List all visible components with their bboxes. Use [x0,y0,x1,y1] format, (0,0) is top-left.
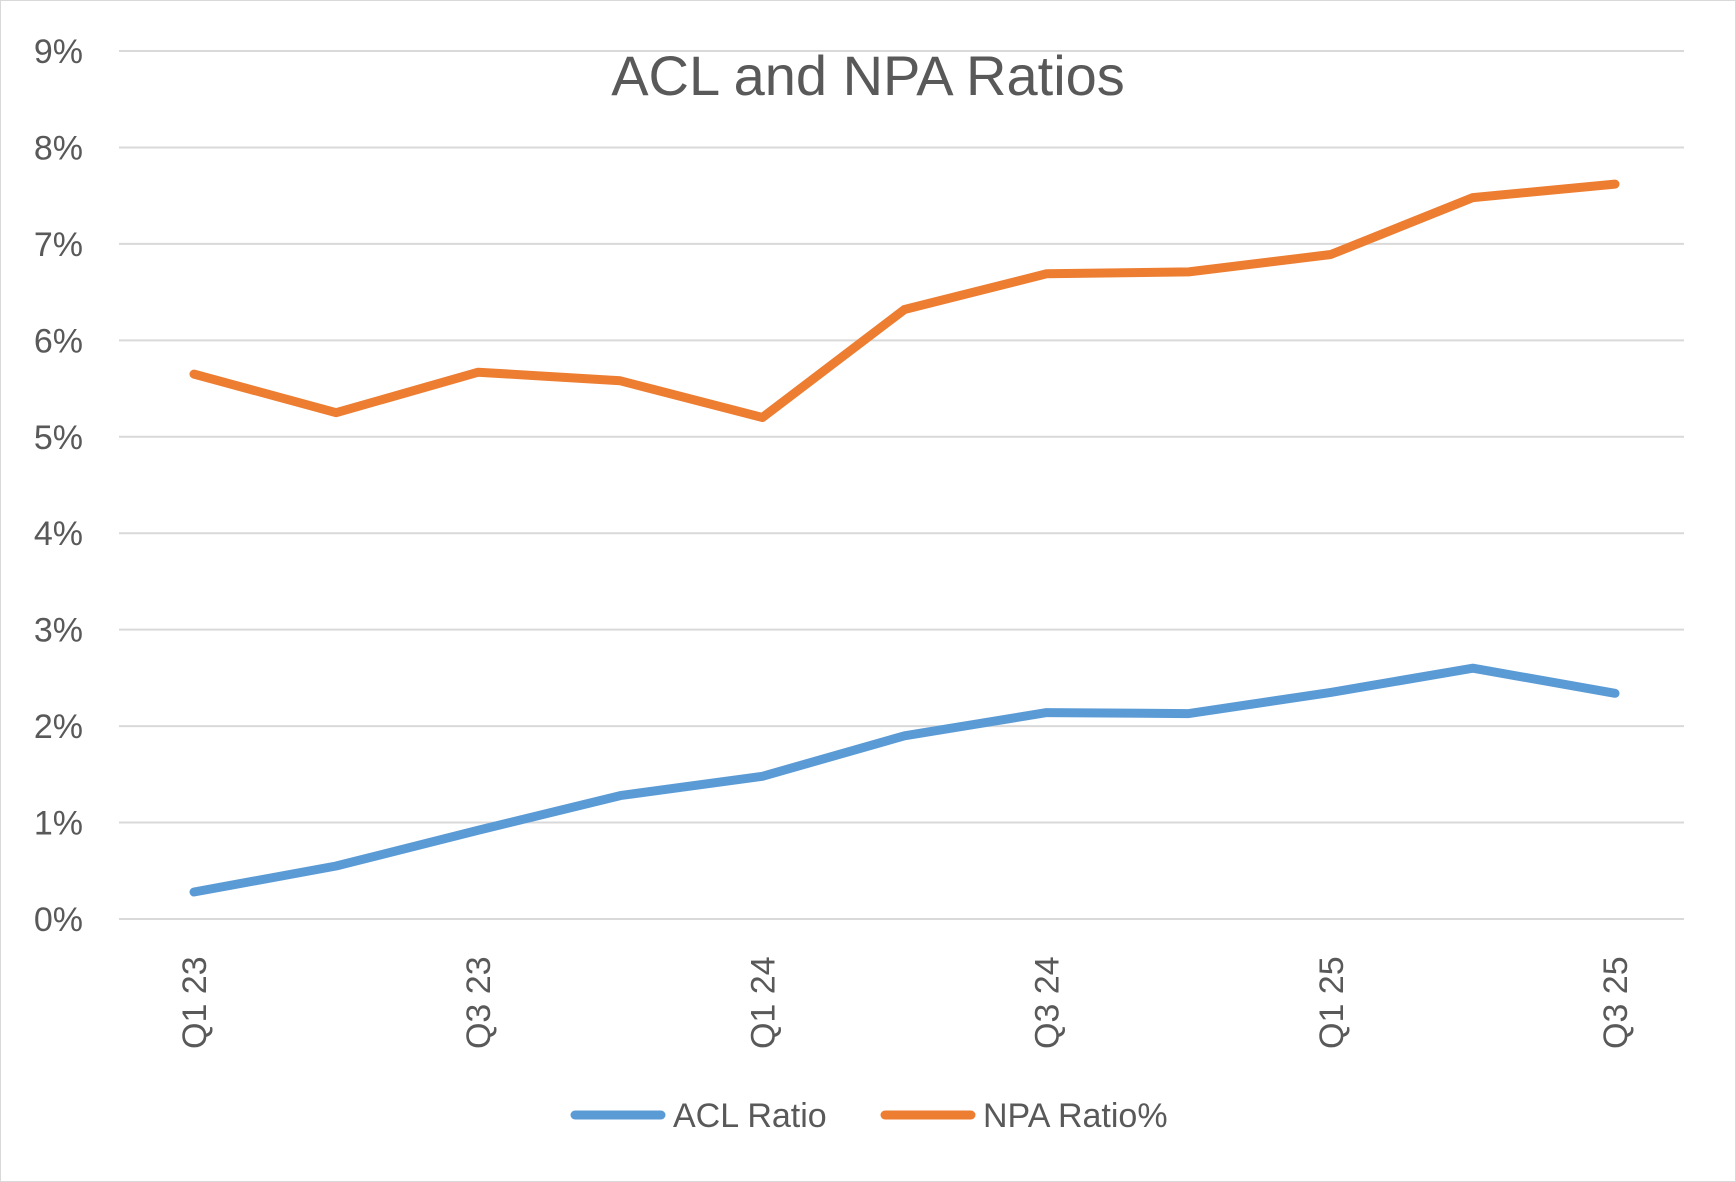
x-tick-label: Q3 25 [1597,956,1635,1049]
x-tick-label: Q3 24 [1029,956,1067,1049]
legend: ACL Ratio NPA Ratio% [570,1097,1168,1135]
gridlines [119,50,1684,920]
y-axis-ticks: 0% 1% 2% 3% 4% 5% 6% 7% 8% 9% [34,33,83,939]
y-tick-label: 0% [34,901,83,939]
x-tick-label: Q1 25 [1313,956,1351,1049]
x-tick-label: Q3 23 [460,956,498,1049]
series-line-acl-ratio [189,663,1620,897]
series-lines [189,179,1620,897]
x-tick-label: Q1 24 [744,956,782,1049]
x-tick-label: Q1 23 [176,956,214,1049]
y-tick-label: 9% [34,33,83,71]
legend-label: NPA Ratio% [983,1097,1168,1135]
y-tick-label: 7% [34,226,83,264]
y-tick-label: 4% [34,515,83,553]
y-tick-label: 3% [34,612,83,650]
x-axis-ticks: Q1 23 Q3 23 Q1 24 Q3 24 Q1 25 Q3 25 [176,956,1635,1049]
y-tick-label: 5% [34,419,83,457]
series-line-npa-ratio- [189,179,1620,422]
y-tick-label: 6% [34,322,83,360]
chart-title: ACL and NPA Ratios [611,44,1125,107]
y-tick-label: 8% [34,129,83,167]
y-tick-label: 1% [34,805,83,843]
legend-label: ACL Ratio [673,1097,827,1135]
y-tick-label: 2% [34,708,83,746]
